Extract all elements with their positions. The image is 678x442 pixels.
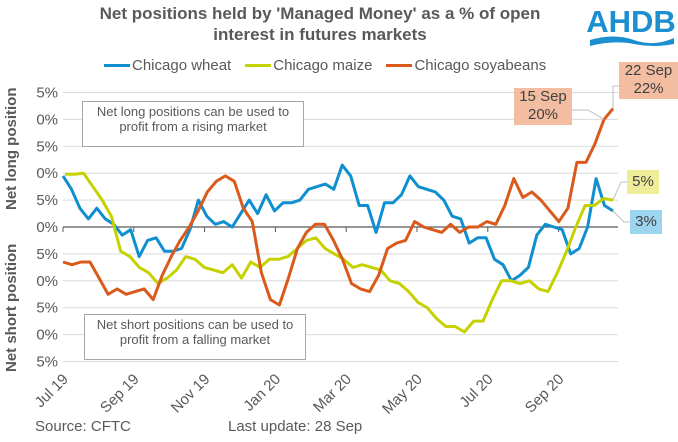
y-tick-label: 5% — [36, 300, 58, 317]
callout-soy-15-sep: 15 Sep 20% — [514, 88, 572, 125]
chart-title: Net positions held by 'Managed Money' as… — [60, 3, 580, 45]
series-line-maize — [65, 171, 614, 334]
logo-wave-icon — [590, 36, 674, 46]
legend-item-maize: Chicago maize — [245, 57, 372, 74]
y-tick-label: 0% — [36, 273, 58, 290]
callout-soy-15-sep-date: 15 Sep — [519, 88, 567, 105]
x-tick-label: Jul 19 — [32, 371, 72, 411]
leader-maize-end — [612, 181, 627, 201]
series-line-soyabeans — [62, 107, 615, 307]
series-lines — [61, 107, 615, 334]
note-net-short: Net short positions can be used to profi… — [84, 314, 306, 360]
ahdb-logo: AHDB — [584, 2, 678, 52]
callout-wheat-end: 3% — [630, 210, 662, 234]
series-line-wheat — [61, 163, 614, 283]
legend-item-soyabeans: Chicago soyabeans — [386, 57, 546, 74]
note-net-long: Net long positions can be used to profit… — [82, 101, 304, 147]
leader-wheat-end — [612, 210, 630, 223]
x-tick-label: Nov 19 — [168, 371, 214, 417]
y-tick-label: 0% — [36, 219, 58, 236]
callout-soy-22-sep: 22 Sep 22% — [619, 62, 678, 99]
x-tick-label: Mar 20 — [310, 371, 355, 416]
legend-label-wheat: Chicago wheat — [132, 57, 232, 74]
callout-leaders — [572, 85, 630, 223]
y-tick-label: 5% — [36, 192, 58, 209]
y-tick-label: 0% — [36, 165, 58, 182]
x-tick-label: May 20 — [379, 371, 426, 418]
callout-soy-15-sep-value: 20% — [527, 106, 559, 123]
x-tick-label: Jan 20 — [240, 371, 284, 415]
legend-label-maize: Chicago maize — [273, 57, 373, 74]
legend-label-soyabeans: Chicago soyabeans — [414, 57, 547, 74]
callout-soy-22-sep-date: 22 Sep — [624, 62, 673, 79]
x-tick-label: Sep 20 — [522, 371, 568, 417]
legend: Chicago wheat Chicago maize Chicago soya… — [104, 57, 546, 74]
callout-maize-end: 5% — [627, 170, 659, 194]
legend-item-wheat: Chicago wheat — [104, 57, 231, 74]
y-tick-label: 5% — [36, 354, 58, 371]
y-tick-label: 5% — [36, 138, 58, 155]
legend-swatch-soyabeans — [386, 64, 413, 67]
footer-source: Source: CFTC — [35, 418, 131, 435]
leader-soy-15-sep — [572, 109, 605, 120]
chart-title-line1: Net positions held by 'Managed Money' as… — [99, 4, 541, 23]
legend-swatch-wheat — [104, 64, 130, 67]
x-tick-labels: Jul 19 Sep 19 Nov 19 Jan 20 Mar 20 May 20 Jul … — [32, 371, 568, 418]
footer-last-update: Last update: 28 Sep — [228, 418, 363, 435]
y-tick-label: 0% — [36, 327, 58, 344]
y-tick-label: 5% — [36, 246, 58, 263]
y-tick-labels: 5% 0% 5% 0% 5% 0% 5% 0% 5% 0% 5% — [36, 85, 58, 371]
logo-text: AHDB — [586, 4, 676, 39]
legend-swatch-maize — [245, 64, 272, 67]
x-tick-label: Jul 20 — [456, 371, 496, 411]
x-axis — [62, 226, 618, 232]
y-tick-label: 5% — [36, 85, 58, 102]
leader-soy-22-sep — [612, 85, 619, 109]
chart-title-line2: interest in futures markets — [213, 25, 427, 44]
x-tick-label: Sep 19 — [97, 371, 143, 417]
y-tick-label: 0% — [36, 111, 58, 128]
callout-soy-22-sep-value: 22% — [633, 80, 664, 97]
